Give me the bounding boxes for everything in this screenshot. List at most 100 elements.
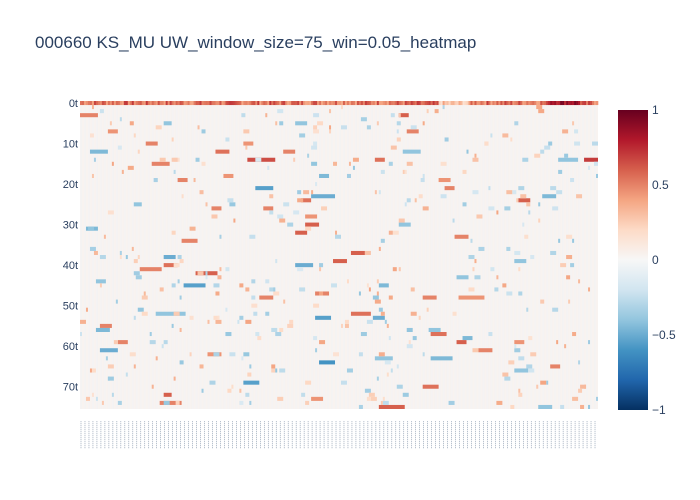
heatmap-column-stripe	[131, 101, 134, 409]
heatmap-cell	[255, 157, 262, 162]
heatmap-cell	[340, 101, 344, 106]
heatmap-cell	[189, 101, 192, 106]
heatmap-cell	[133, 271, 140, 276]
heatmap-cell	[311, 190, 314, 195]
heatmap-cell	[528, 336, 533, 341]
heatmap-cell	[470, 238, 473, 243]
heatmap-cell	[422, 206, 429, 211]
heatmap-cell	[235, 101, 238, 106]
heatmap-cell	[99, 283, 102, 288]
heatmap-cell	[430, 101, 433, 106]
heatmap-cell	[588, 340, 591, 345]
heatmap-cell	[271, 368, 276, 373]
heatmap-cell	[390, 113, 395, 118]
heatmap-cell	[215, 291, 220, 296]
heatmap-cell	[406, 327, 413, 332]
heatmap-cell	[149, 340, 156, 345]
heatmap-column-stripe	[143, 101, 146, 409]
heatmap-cell	[558, 238, 561, 243]
heatmap-cell	[145, 101, 149, 106]
heatmap-cell	[410, 287, 415, 292]
heatmap-cell	[205, 202, 208, 207]
heatmap-cell	[574, 129, 579, 134]
heatmap-cell	[430, 332, 447, 337]
heatmap-cell	[498, 101, 501, 106]
heatmap-cell	[165, 101, 168, 106]
heatmap-cell	[127, 101, 131, 106]
heatmap-cell	[93, 250, 98, 255]
heatmap-cell	[243, 141, 254, 146]
heatmap-cell	[173, 376, 176, 381]
heatmap-cell	[317, 121, 324, 126]
heatmap-cell	[514, 250, 521, 255]
colorbar-tick-label: −1	[652, 403, 666, 417]
y-tick-label: 0t	[69, 98, 78, 110]
heatmap-cell	[119, 101, 123, 106]
heatmap-column-stripe	[422, 101, 425, 409]
heatmap-cell	[337, 101, 340, 106]
heatmap-column-stripe	[135, 101, 138, 409]
heatmap-cell	[344, 319, 349, 324]
heatmap-column-stripe	[394, 101, 397, 409]
heatmap-cell	[380, 311, 385, 316]
heatmap-column-stripe	[466, 101, 469, 409]
heatmap-cell	[596, 396, 598, 401]
heatmap-cell	[514, 121, 519, 126]
heatmap-column-stripe	[494, 101, 497, 409]
heatmap-cell	[514, 101, 517, 106]
heatmap-cell	[119, 250, 122, 255]
heatmap-cell	[378, 246, 381, 251]
heatmap-cell	[558, 101, 561, 106]
heatmap-column-stripe	[263, 101, 266, 409]
heatmap-cell	[360, 332, 367, 337]
heatmap-cell	[352, 101, 356, 106]
heatmap-cell	[376, 101, 380, 106]
heatmap-cell	[496, 400, 503, 405]
heatmap-cell	[315, 315, 332, 320]
heatmap-cell	[522, 101, 525, 106]
heatmap-cell	[578, 279, 581, 284]
heatmap-cell	[418, 315, 421, 320]
heatmap-cell	[580, 404, 585, 409]
heatmap-cell	[85, 307, 88, 312]
heatmap-cell	[255, 332, 260, 337]
heatmap-cell	[155, 356, 158, 361]
heatmap-cell	[490, 133, 493, 138]
heatmap-cell	[171, 137, 174, 142]
heatmap-cell	[540, 101, 543, 106]
heatmap-cell	[530, 101, 533, 106]
heatmap-cell	[253, 311, 258, 316]
heatmap-cell	[137, 307, 144, 312]
heatmap-cell	[275, 332, 282, 337]
heatmap-cell	[219, 234, 222, 239]
heatmap-cell	[462, 202, 467, 207]
heatmap-cell	[502, 133, 509, 138]
heatmap-cell	[518, 392, 523, 397]
heatmap-cell	[348, 161, 351, 166]
heatmap-cell	[245, 287, 250, 292]
heatmap-cell	[91, 105, 94, 110]
heatmap-cell	[446, 101, 449, 106]
heatmap-column-stripe	[283, 101, 286, 409]
heatmap-cell	[386, 372, 389, 377]
heatmap-column-stripe	[542, 101, 545, 409]
heatmap-cell	[283, 101, 286, 106]
heatmap-cell	[468, 287, 475, 292]
heatmap-cell	[540, 149, 545, 154]
heatmap-cell	[550, 250, 557, 255]
heatmap-cell	[588, 287, 591, 292]
heatmap-cell	[552, 206, 559, 211]
heatmap-cell	[464, 101, 467, 106]
heatmap-cell	[392, 101, 396, 106]
heatmap-cell	[410, 101, 414, 106]
heatmap-cell	[241, 356, 244, 361]
heatmap-cell	[213, 101, 216, 106]
heatmap-column-stripe	[506, 101, 509, 409]
heatmap-cell	[243, 129, 250, 134]
heatmap-cell	[550, 364, 561, 369]
heatmap-cell	[420, 178, 425, 183]
heatmap-cell	[95, 279, 106, 284]
heatmap-cell	[460, 101, 463, 106]
heatmap-column-stripe	[426, 101, 429, 409]
colorbar-tick-label: 1	[652, 103, 659, 117]
